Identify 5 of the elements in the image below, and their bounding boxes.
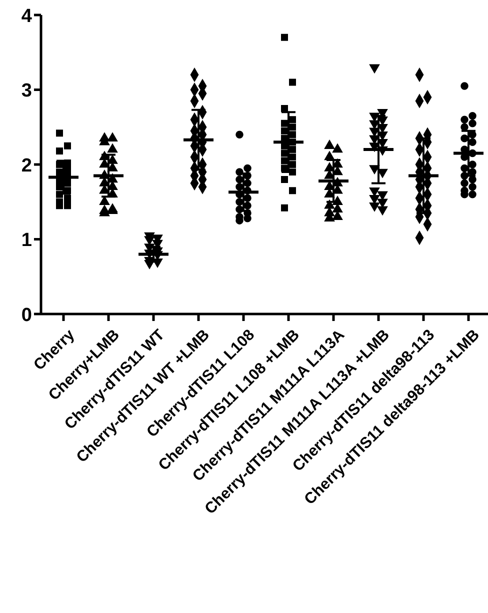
y-tick-label: 3 (21, 80, 32, 102)
y-tick-label: 0 (21, 304, 32, 326)
y-tick-label: 2 (21, 155, 32, 176)
y-tick-label: 1 (21, 230, 32, 252)
y-tick-label: 4 (21, 6, 32, 27)
